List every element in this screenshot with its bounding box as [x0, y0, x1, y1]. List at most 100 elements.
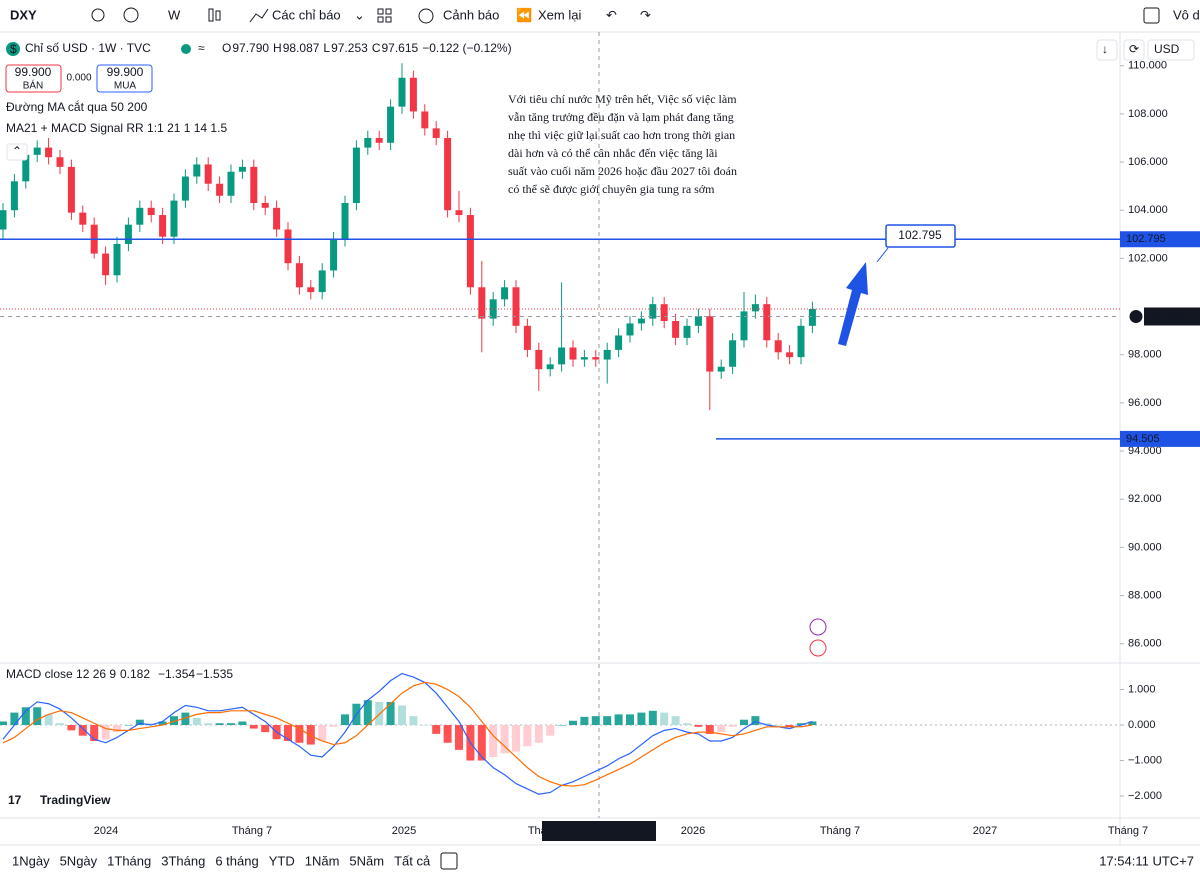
range-button[interactable]: 1Năm [305, 853, 340, 868]
ohlc-value: 97.790 [232, 41, 269, 55]
y-tick-label: 106.000 [1128, 156, 1168, 168]
histogram-bar [181, 712, 190, 726]
y-tick-label: 88.000 [1128, 589, 1162, 601]
range-button[interactable]: 1Ngày [12, 853, 50, 868]
sell-price[interactable]: 99.900 [15, 65, 52, 79]
watch-icon[interactable] [91, 8, 105, 22]
histogram-bar [341, 714, 349, 726]
checkbox[interactable] [1143, 7, 1160, 24]
candle-body [193, 164, 201, 177]
redo[interactable]: ↷ [640, 7, 651, 22]
candle-body [592, 357, 600, 360]
candle-icon[interactable] [208, 8, 214, 22]
candle-body [569, 347, 577, 360]
candle-body [250, 166, 258, 203]
sell-label[interactable]: BÁN [23, 79, 44, 92]
histogram-bar [261, 725, 270, 733]
symbol[interactable]: DXY [10, 7, 37, 22]
alerts-button[interactable]: Cảnh báo [443, 7, 499, 22]
candle-body [409, 77, 417, 112]
histogram-bar [295, 725, 304, 743]
button[interactable] [1123, 39, 1145, 61]
indicators-button[interactable]: Các chỉ báo [272, 7, 341, 22]
layout-icon[interactable] [377, 8, 384, 15]
y-tick-label: 0.000 [1128, 719, 1156, 731]
ohlc-key: O [222, 41, 231, 55]
add-icon[interactable] [123, 7, 139, 23]
indicator-label[interactable]: MA21 + MACD Signal RR 1:1 21 1 14 1.5 [6, 121, 227, 135]
x-tick-label: 2026 [681, 825, 705, 837]
currency[interactable]: USD [1154, 42, 1180, 56]
histogram-bar [10, 712, 19, 726]
range-button[interactable]: 3Tháng [161, 853, 205, 868]
histogram-bar [591, 716, 600, 726]
button[interactable] [1096, 39, 1118, 61]
candle-body [341, 202, 349, 240]
dropdown[interactable]: ⌄ [354, 7, 365, 22]
candle-body [375, 137, 383, 143]
replay-button[interactable]: Xem lại [538, 7, 581, 22]
histogram-bar [626, 714, 634, 726]
y-tick-label: 104.000 [1128, 204, 1168, 216]
date-range-icon[interactable] [440, 852, 458, 870]
candle-body [284, 229, 292, 264]
histogram-bar [534, 725, 543, 743]
candle-body [523, 325, 531, 350]
buy-price[interactable]: 99.900 [107, 65, 144, 79]
histogram-bar [147, 723, 156, 726]
right-button[interactable]: Vô d [1173, 7, 1200, 22]
range-button[interactable]: YTD [269, 853, 295, 868]
candle-body [147, 207, 155, 216]
candle-body [79, 212, 87, 225]
download-icon: ↓ [1102, 42, 1108, 56]
change: −0.122 (−0.12%) [422, 41, 511, 55]
histogram-bar [78, 725, 87, 736]
candle-body [10, 181, 18, 211]
collapse-button[interactable] [6, 143, 28, 161]
event-icon[interactable] [809, 618, 827, 636]
candle-body [398, 77, 406, 107]
buy-label[interactable]: MUA [114, 81, 137, 92]
range-button[interactable]: 5Năm [349, 853, 384, 868]
histogram-bar [443, 725, 452, 743]
indicator-icon [249, 8, 269, 23]
alert-icon[interactable] [418, 8, 434, 24]
candle-body [466, 215, 474, 288]
callout-connector [876, 247, 889, 263]
candle-body [683, 325, 691, 338]
y-tick-label: 86.000 [1128, 638, 1162, 650]
range-button[interactable]: 1Tháng [107, 853, 151, 868]
histogram-bar [158, 721, 167, 726]
candle-body [740, 311, 748, 341]
undo[interactable]: ↶ [606, 7, 617, 22]
histogram-bar [192, 717, 201, 726]
candle-body [22, 154, 30, 182]
macd-value: −1.354 [158, 667, 195, 681]
buy-button[interactable] [96, 64, 153, 93]
candle-body [546, 364, 554, 370]
annotation-line: suất vào cuối năm 2026 hoặc đầu 2027 tôi… [508, 164, 737, 178]
indicator-label[interactable]: Đường MA cắt qua 50 200 [6, 99, 148, 114]
histogram-bar [375, 701, 384, 726]
candle-body [56, 157, 64, 167]
histogram-bar [21, 707, 30, 726]
interval[interactable]: W [168, 7, 181, 22]
crosshair-plus[interactable] [1128, 308, 1144, 324]
histogram-bar [432, 725, 441, 734]
histogram-bar [762, 723, 771, 726]
histogram-bar [694, 725, 703, 727]
currency-button[interactable] [1147, 39, 1195, 61]
histogram-bar [409, 716, 418, 726]
replay-icon[interactable]: ⏪ [516, 7, 532, 22]
histogram-bar [546, 725, 555, 736]
annotation-line: nhẹ thì việc giữ lại suất cao hơn trong … [508, 128, 735, 142]
sell-button[interactable] [5, 64, 62, 93]
histogram-bar [238, 721, 247, 726]
range-button[interactable]: Tất cả [394, 853, 431, 868]
event-icon[interactable] [809, 639, 827, 657]
layout-icon [385, 16, 392, 23]
range-button[interactable]: 5Ngày [60, 853, 98, 868]
candle-body [774, 340, 782, 353]
crosshair-time-box [542, 821, 656, 841]
range-button[interactable]: 6 tháng [215, 853, 258, 868]
